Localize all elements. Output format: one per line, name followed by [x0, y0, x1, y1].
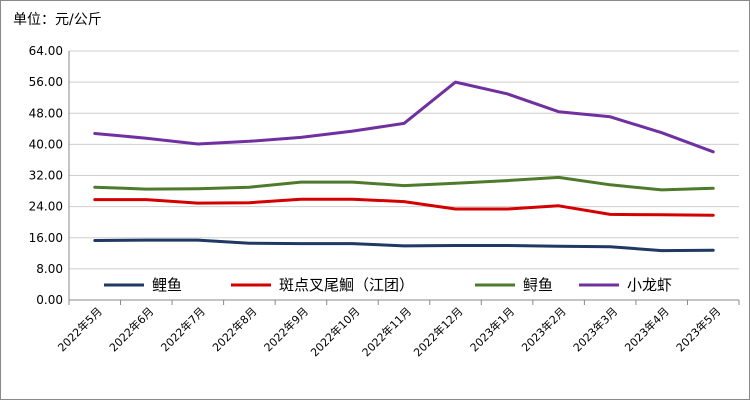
legend-label: 鲟鱼: [523, 276, 553, 294]
x-tick-label: 2022年9月: [261, 304, 311, 354]
x-tick-label: 2022年10月: [307, 304, 362, 359]
x-tick-label: 2022年6月: [106, 304, 156, 354]
x-tick-label: 2022年11月: [359, 304, 414, 359]
y-tick-label: 48.00: [29, 106, 63, 120]
x-tick-label: 2023年3月: [570, 304, 620, 354]
y-tick-label: 64.00: [29, 44, 63, 58]
x-tick-label: 2023年5月: [673, 304, 723, 354]
series-line-1: [93, 238, 715, 253]
y-tick-label: 8.00: [36, 262, 63, 276]
legend-label: 小龙虾: [627, 276, 672, 294]
x-tick-label: 2023年4月: [622, 304, 672, 354]
x-tick-label: 2022年5月: [55, 304, 105, 354]
x-tick-label: 2022年8月: [209, 304, 259, 354]
legend-label: 斑点叉尾鮰（江团）: [279, 276, 414, 294]
unit-label: 单位：元/公斤: [13, 12, 102, 28]
series-line-3: [93, 175, 715, 192]
y-tick-label: 24.00: [29, 200, 63, 214]
y-tick-label: 40.00: [29, 137, 63, 151]
y-tick-label: 0.00: [36, 293, 63, 307]
x-tick-label: 2022年7月: [158, 304, 208, 354]
x-tick-label: 2022年12月: [411, 304, 466, 359]
x-tick-label: 2023年1月: [467, 304, 517, 354]
y-tick-label: 32.00: [29, 169, 63, 183]
legend-label: 鲤鱼: [152, 276, 182, 294]
series-line-2: [93, 197, 715, 217]
y-tick-label: 56.00: [29, 75, 63, 89]
series-line-4: [93, 80, 715, 154]
x-tick-label: 2023年2月: [519, 304, 569, 354]
y-tick-label: 16.00: [29, 231, 63, 245]
